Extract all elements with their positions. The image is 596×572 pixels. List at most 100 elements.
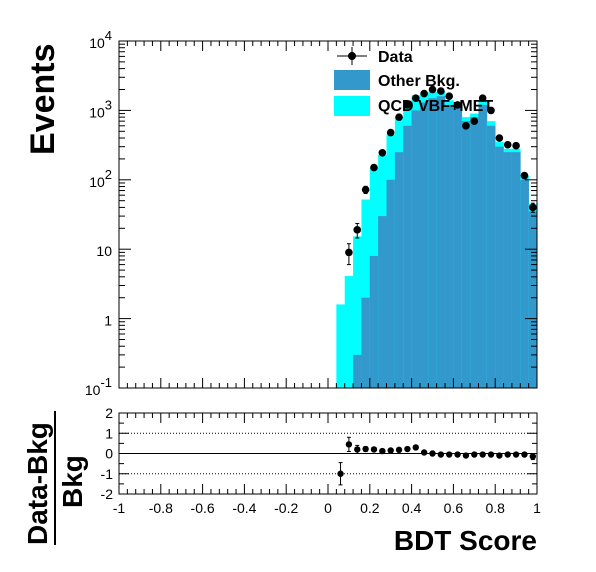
other-bkg-bar: [511, 152, 521, 388]
other-bkg-bar: [453, 107, 463, 389]
ratio-y-tick-label: -1: [101, 466, 114, 482]
ratio-y-tick-label: -2: [101, 486, 114, 502]
qcd-vbf-met-bar: [336, 304, 346, 388]
data-point: [428, 85, 437, 94]
ratio-x-tick-label: 1: [533, 500, 541, 516]
ratio-y-tick-label: 1: [105, 425, 113, 441]
main-y-tick-label: 10-1: [85, 375, 112, 398]
qcd-vbf-met-bar: [361, 199, 371, 388]
data-point: [437, 87, 445, 95]
other-bkg-bar: [378, 216, 387, 388]
other-bkg-bar: [411, 110, 421, 389]
other-bkg-bar: [478, 104, 488, 389]
legend-entry-data: Data: [337, 47, 413, 66]
ratio-x-tick-label: 0.8: [485, 500, 505, 516]
main-y-tick-label: 1: [104, 313, 112, 329]
data-point: [487, 106, 495, 115]
legend: Data Other Bkg. QCD VBF+MET: [334, 47, 493, 116]
main-y-tick-label: 103: [89, 97, 112, 120]
data-point: [453, 101, 462, 109]
other-bkg-bar: [528, 211, 538, 388]
other-bkg-bar: [361, 297, 371, 388]
data-point: [470, 117, 479, 125]
main-y-axis-title: Events: [24, 44, 62, 156]
ratio-point: [479, 451, 486, 458]
ratio-point: [487, 451, 495, 458]
ratio-point: [529, 453, 537, 460]
ratio-point: [504, 451, 511, 458]
ratio-point: [496, 452, 503, 459]
legend-label-data: Data: [378, 49, 413, 66]
x-axis-title: BDT Score: [394, 525, 537, 556]
main-y-tick-label: 10: [96, 243, 112, 259]
other-bkg-bar: [445, 104, 454, 389]
data-point: [378, 148, 387, 157]
legend-entry-other-bkg: Other Bkg.: [334, 70, 460, 90]
ratio-point: [345, 441, 353, 448]
data-point: [520, 171, 529, 180]
ratio-point: [446, 451, 453, 458]
ratio-x-tick-label: -0.8: [149, 500, 173, 516]
data-point: [411, 94, 420, 102]
data-point: [512, 141, 520, 150]
ratio-x-tick-label: 0.4: [402, 500, 422, 516]
other-bkg-bar: [461, 121, 471, 388]
main-y-tick-label: 104: [89, 28, 112, 51]
data-point: [361, 185, 370, 194]
ratio-panel: -1 -0.8 -0.6 -0.4 -0.2 0 0.2 0.4 0.6 0.8 1 -2-1012…: [22, 405, 541, 556]
data-point: [345, 248, 353, 257]
ratio-point: [429, 450, 436, 457]
main-panel: 10-1 1 10 102 103 104 Data Other Bkg. QCD VBF…: [24, 28, 538, 398]
ratio-point: [437, 451, 445, 458]
other-bkg-bar: [436, 96, 446, 388]
data-point: [420, 89, 428, 98]
ratio-point: [395, 446, 403, 454]
data-point: [386, 128, 395, 137]
ratio-point: [454, 451, 461, 458]
data-point: [370, 163, 378, 172]
ratio-point: [512, 451, 520, 458]
ratio-point: [379, 447, 386, 455]
data-point: [462, 121, 470, 130]
qcd-vbf-met-bar: [344, 276, 354, 388]
other-bkg-bar: [470, 117, 479, 389]
main-y-tick-label: 102: [89, 167, 112, 190]
ratio-point: [471, 451, 478, 458]
ratio-point: [354, 446, 361, 453]
ratio-y-axis-title: Data-Bkg Bkg: [22, 411, 88, 545]
ratio-point: [337, 470, 344, 477]
ratio-x-tick-label: -0.6: [191, 500, 215, 516]
data-point: [478, 94, 487, 102]
other-bkg-bar: [386, 179, 396, 388]
ratio-point: [462, 452, 470, 459]
data-point: [495, 134, 504, 142]
ratio-point: [370, 446, 378, 453]
legend-label-qcd: QCD VBF+MET: [378, 98, 493, 115]
ratio-point: [420, 449, 428, 456]
legend-swatch-qcd: [334, 96, 370, 116]
data-point: [353, 226, 362, 234]
data-point: [445, 92, 454, 101]
ratio-point: [521, 451, 528, 458]
legend-entry-qcd: QCD VBF+MET: [334, 96, 493, 116]
qcd-vbf-met-bar: [353, 236, 362, 388]
ratio-point: [387, 447, 394, 454]
ratio-y-tick-label: 0: [105, 446, 113, 462]
other-bkg-bar: [486, 125, 496, 389]
ratio-y-title-denominator: Bkg: [57, 455, 88, 508]
ratio-x-tick-label: -1: [113, 500, 126, 516]
data-point: [503, 140, 512, 149]
other-bkg-bar: [503, 152, 513, 388]
legend-swatch-other-bkg: [334, 70, 370, 90]
ratio-x-tick-label: 0.6: [444, 500, 464, 516]
other-bkg-bar: [353, 354, 362, 388]
ratio-y-tick-label: 2: [105, 405, 113, 421]
ratio-x-tick-label: 0.2: [360, 500, 380, 516]
other-bkg-bar: [394, 152, 404, 388]
ratio-x-tick-label: -0.4: [232, 500, 256, 516]
ratio-y-title-numerator: Data-Bkg: [22, 422, 53, 545]
data-point: [403, 101, 412, 109]
data-point: [395, 113, 403, 121]
ratio-x-tick-label: -0.2: [274, 500, 298, 516]
